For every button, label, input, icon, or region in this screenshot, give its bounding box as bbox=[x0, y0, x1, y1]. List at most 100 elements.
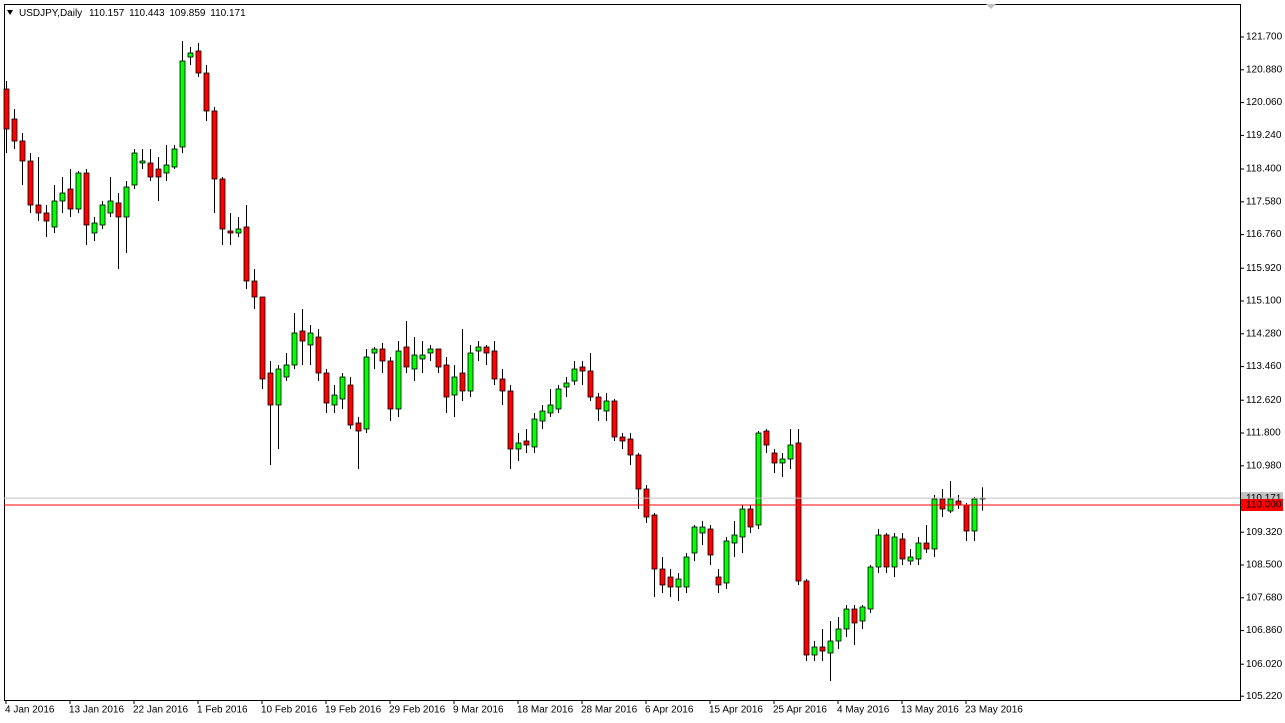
x-tick-label: 18 Mar 2016 bbox=[517, 705, 574, 716]
price-label: 110.000 bbox=[1246, 500, 1282, 511]
candle-body bbox=[99, 204, 106, 226]
candle-body bbox=[83, 172, 90, 226]
candle-body bbox=[179, 60, 186, 148]
candle-body bbox=[435, 348, 442, 368]
candle-body bbox=[171, 148, 178, 168]
candle-body bbox=[123, 186, 130, 218]
candle-body bbox=[355, 422, 362, 432]
candle-body bbox=[283, 364, 290, 378]
candle-body bbox=[635, 454, 642, 490]
candle-body bbox=[643, 488, 650, 518]
candle-body bbox=[835, 628, 842, 642]
candle-body bbox=[611, 400, 618, 438]
y-tick-label: 117.580 bbox=[1246, 196, 1282, 207]
candle-body bbox=[867, 566, 874, 610]
price-label-box bbox=[1241, 499, 1283, 511]
candle-body bbox=[851, 608, 858, 624]
candle-body bbox=[379, 348, 386, 362]
candle-body bbox=[467, 352, 474, 392]
candle-body bbox=[387, 360, 394, 410]
candle-body bbox=[763, 430, 770, 446]
candle-body bbox=[331, 394, 338, 406]
candle-body bbox=[891, 536, 898, 568]
candle-body bbox=[483, 346, 490, 354]
candle-body bbox=[779, 458, 786, 464]
y-tick-label: 114.280 bbox=[1246, 328, 1282, 339]
candle-body bbox=[939, 498, 946, 510]
candle-body bbox=[595, 396, 602, 410]
x-tick-label: 13 May 2016 bbox=[901, 705, 959, 716]
candle-body bbox=[931, 498, 938, 550]
price-label: 110.171 bbox=[1246, 493, 1282, 504]
x-tick-label: 10 Feb 2016 bbox=[261, 705, 318, 716]
candle-body bbox=[667, 576, 674, 588]
candle-body bbox=[691, 526, 698, 554]
candle-body bbox=[507, 390, 514, 450]
x-tick-label: 28 Mar 2016 bbox=[581, 705, 638, 716]
x-tick-label: 22 Jan 2016 bbox=[133, 705, 188, 716]
candle-body bbox=[787, 444, 794, 460]
candle-body bbox=[115, 202, 122, 218]
candle-body bbox=[139, 160, 146, 164]
candle-body bbox=[395, 350, 402, 410]
candle-body bbox=[35, 204, 42, 214]
candle-body bbox=[651, 514, 658, 570]
y-tick-label: 111.800 bbox=[1246, 428, 1281, 439]
candle-body bbox=[339, 376, 346, 400]
x-tick-label: 4 Jan 2016 bbox=[5, 705, 55, 716]
candle-body bbox=[907, 556, 914, 562]
candle-body bbox=[571, 368, 578, 382]
candle-body bbox=[963, 504, 970, 532]
candle-body bbox=[923, 542, 930, 550]
candle-body bbox=[771, 452, 778, 464]
candle-body bbox=[499, 378, 506, 392]
x-tick-label: 15 Apr 2016 bbox=[709, 705, 763, 716]
x-tick-label: 23 May 2016 bbox=[965, 705, 1023, 716]
candle-body bbox=[819, 646, 826, 652]
shift-marker[interactable] bbox=[986, 4, 996, 9]
candle-body bbox=[259, 296, 266, 380]
candle-body bbox=[235, 228, 242, 234]
candle-body bbox=[155, 168, 162, 178]
header: USDJPY,Daily 110.157 110.443 109.859 110… bbox=[19, 8, 246, 19]
y-tick-label: 106.020 bbox=[1246, 659, 1283, 670]
candle-body bbox=[363, 356, 370, 430]
candle-body bbox=[579, 366, 586, 372]
candle-body bbox=[747, 508, 754, 528]
candle-body bbox=[587, 370, 594, 398]
candle-body bbox=[875, 534, 882, 568]
x-tick-label: 25 Apr 2016 bbox=[773, 705, 827, 716]
ohlc-value: 110.171 bbox=[210, 8, 246, 19]
candle-body bbox=[203, 72, 210, 112]
candle-body bbox=[3, 88, 10, 130]
x-tick-label: 13 Jan 2016 bbox=[69, 705, 124, 716]
candle-body bbox=[915, 542, 922, 560]
candle-body bbox=[883, 534, 890, 568]
y-tick-label: 121.700 bbox=[1246, 32, 1283, 43]
candle-body bbox=[859, 606, 866, 622]
candle-body bbox=[715, 576, 722, 586]
candle-body bbox=[755, 432, 762, 526]
candle-body bbox=[299, 330, 306, 342]
candle-body bbox=[227, 230, 234, 234]
candle-body bbox=[723, 540, 730, 584]
candle-body bbox=[539, 410, 546, 422]
ohlc-value: 109.859 bbox=[169, 8, 206, 19]
candle-body bbox=[411, 354, 418, 370]
candle-body bbox=[739, 508, 746, 538]
candle-body bbox=[323, 372, 330, 404]
candle-body bbox=[971, 498, 978, 532]
candle-body bbox=[627, 438, 634, 456]
candle-body bbox=[291, 332, 298, 366]
candle-body bbox=[315, 336, 322, 374]
y-tick-label: 118.400 bbox=[1246, 164, 1282, 175]
x-tick-label: 6 Apr 2016 bbox=[645, 705, 694, 716]
candle-body bbox=[307, 332, 314, 346]
y-tick-label: 109.320 bbox=[1246, 527, 1283, 538]
candle-body bbox=[459, 372, 466, 392]
menu-arrow[interactable] bbox=[7, 10, 13, 15]
y-tick-label: 108.500 bbox=[1246, 560, 1283, 571]
x-tick-label: 19 Feb 2016 bbox=[325, 705, 382, 716]
